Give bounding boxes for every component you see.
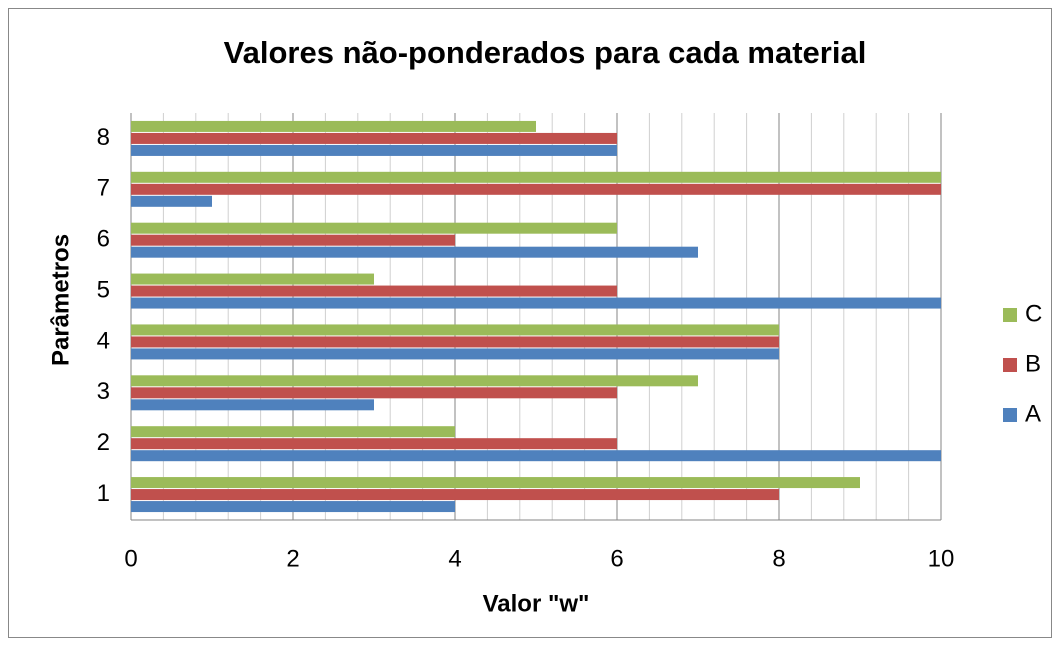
bar: [131, 222, 617, 234]
bar: [131, 273, 374, 285]
bar: [131, 438, 617, 450]
y-tick-label: 2: [97, 429, 110, 456]
bar: [131, 477, 860, 489]
x-tick-label: 4: [448, 545, 461, 572]
bar: [131, 132, 617, 144]
x-tick-label: 8: [772, 545, 785, 572]
y-tick-label: 7: [97, 175, 110, 202]
x-tick-label: 10: [928, 545, 955, 572]
bar: [131, 183, 941, 195]
y-tick-label: 6: [97, 226, 110, 253]
y-tick-label: 3: [97, 378, 110, 405]
legend-label: C: [1025, 300, 1042, 327]
y-tick-label: 5: [97, 276, 110, 303]
x-axis-label: Valor "w": [483, 590, 590, 617]
x-tick-label: 6: [610, 545, 623, 572]
bar: [131, 120, 536, 132]
legend-swatch: [1003, 358, 1017, 372]
y-tick-label: 8: [97, 124, 110, 151]
bar: [131, 324, 779, 336]
y-axis-label: Parâmetros: [47, 234, 74, 366]
legend-label: A: [1025, 400, 1041, 427]
bar: [131, 399, 374, 411]
y-tick-label: 4: [97, 327, 110, 354]
bar: [131, 375, 698, 387]
bar: [131, 234, 455, 246]
bar: [131, 246, 698, 258]
chart-title: Valores não-ponderados para cada materia…: [224, 35, 867, 70]
legend-swatch: [1003, 408, 1017, 422]
bar: [131, 336, 779, 348]
bar: [131, 144, 617, 156]
bar: [131, 297, 941, 309]
bar: [131, 387, 617, 399]
x-tick-label: 0: [124, 545, 137, 572]
bar: [131, 426, 455, 438]
bar: [131, 171, 941, 183]
bar: [131, 489, 779, 501]
bar: [131, 450, 941, 462]
bar: [131, 285, 617, 297]
bar: [131, 195, 212, 207]
bar: [131, 501, 455, 513]
bar: [131, 348, 779, 360]
chart-border: [8, 8, 1052, 638]
x-tick-label: 2: [286, 545, 299, 572]
legend-label: B: [1025, 350, 1041, 377]
legend-swatch: [1003, 308, 1017, 322]
y-tick-label: 1: [97, 480, 110, 507]
